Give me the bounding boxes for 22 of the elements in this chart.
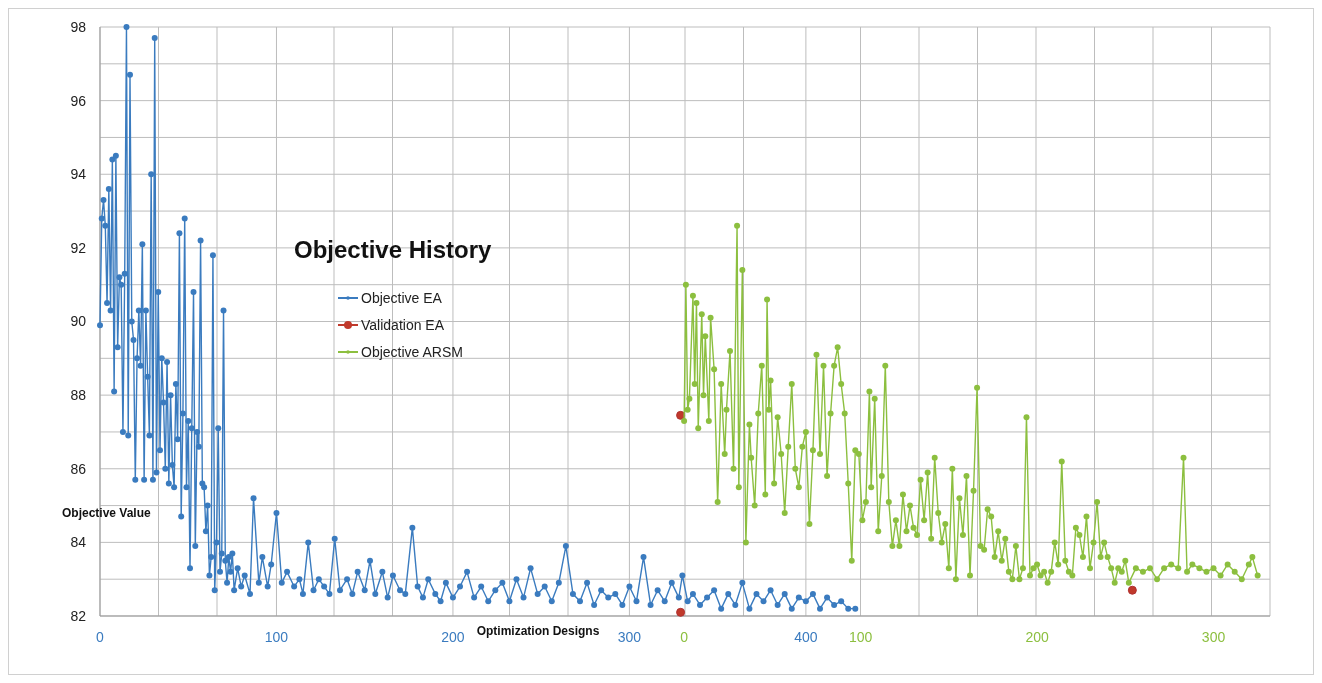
x-tick-label: 100 [264,629,289,645]
y-tick-label: 88 [70,387,87,404]
legend-label: Objective EA [361,289,443,306]
y-tick-label: 86 [70,460,87,477]
x-axis-title: Optimization Designs [476,624,600,638]
point [1127,585,1137,595]
y-tick-label: 96 [70,92,87,109]
y-tick-label: 98 [70,18,87,35]
x-tick-label: 200 [441,629,465,645]
x-tick-label: 400 [794,629,818,645]
legend-label: Objective ARSM [361,343,463,360]
x-tick-label: 0 [96,629,105,645]
y-tick-label: 84 [70,534,87,551]
y-tick-label: 82 [70,607,87,624]
y-tick-label: 90 [70,313,87,330]
y-tick-label: 92 [70,239,87,256]
text: Objective History [294,236,493,263]
point [676,607,686,617]
y-axis-title: Objective Value [62,505,152,520]
x-tick-label: 300 [617,629,642,645]
y-tick-label: 94 [70,166,87,183]
legend-label: Validation EA [361,316,445,333]
